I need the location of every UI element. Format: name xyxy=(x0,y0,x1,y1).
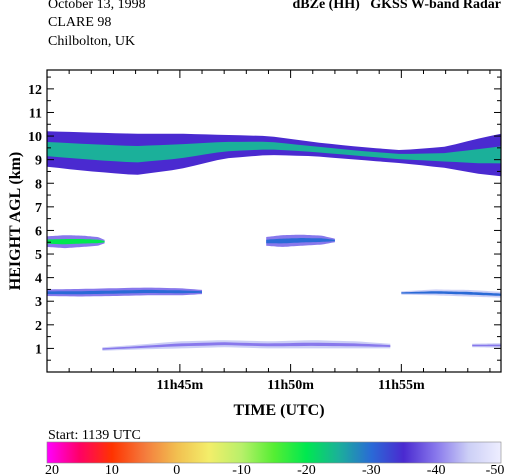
layer-edge xyxy=(47,131,501,177)
x-tick-label: 11h50m xyxy=(267,378,314,393)
x-axis-label: TIME (UTC) xyxy=(233,402,324,419)
colorbar-tick-label: -50 xyxy=(486,463,505,476)
campaign-label: CLARE 98 xyxy=(48,15,112,30)
y-tick-label: 2 xyxy=(35,319,42,334)
y-axis-label: HEIGHT AGL (km) xyxy=(7,152,24,290)
layer-core xyxy=(47,289,202,295)
y-tick-label: 8 xyxy=(35,177,42,192)
layer-core xyxy=(266,238,335,244)
x-tick-label: 11h55m xyxy=(378,378,425,393)
layer-low-2 xyxy=(401,289,501,298)
layer-core xyxy=(401,291,501,296)
layer-low xyxy=(47,287,202,297)
plot-frame xyxy=(46,69,502,373)
layer-core xyxy=(47,239,105,245)
layer-mid xyxy=(47,235,105,249)
colorbar xyxy=(47,442,501,463)
layer-base xyxy=(102,340,391,351)
layer-core xyxy=(472,344,501,347)
y-tick-label: 10 xyxy=(28,130,42,145)
x-tick-label: 11h45m xyxy=(157,378,204,393)
y-tick-label: 3 xyxy=(35,295,42,310)
product-title: dBZe (HH) GKSS W-band Radar xyxy=(293,0,502,13)
date-label: October 13, 1998 xyxy=(48,0,146,12)
y-tick-label: 1 xyxy=(35,342,42,357)
colorbar-tick-label: 10 xyxy=(105,463,119,476)
reflectivity-layers xyxy=(47,131,501,351)
y-tick-label: 12 xyxy=(28,83,42,98)
layer-base-2 xyxy=(472,343,501,348)
layer-upper xyxy=(47,131,501,177)
layer-core xyxy=(47,141,501,164)
y-tick-label: 11 xyxy=(29,106,42,121)
y-tick-label: 5 xyxy=(35,248,42,263)
y-tick-label: 7 xyxy=(35,201,42,216)
y-tick-label: 6 xyxy=(35,224,42,239)
colorbar-tick-label: -30 xyxy=(362,463,381,476)
product-label: dBZe (HH) xyxy=(292,0,360,12)
y-tick-label: 9 xyxy=(35,154,42,169)
colorbar-frame xyxy=(46,441,502,464)
colorbar-tick-label: 0 xyxy=(173,463,180,476)
colorbar-ticks: 20 10 0 -10 -20 -30 -40 -50 xyxy=(45,463,504,476)
layer-mid-2 xyxy=(266,234,335,247)
colorbar-tick-label: -40 xyxy=(427,463,446,476)
start-time-label: Start: 1139 UTC xyxy=(48,428,141,443)
y-tick-label: 4 xyxy=(35,272,42,287)
colorbar-tick-label: 20 xyxy=(45,463,59,476)
colorbar-tick-label: -10 xyxy=(232,463,251,476)
site-label: Chilbolton, UK xyxy=(48,34,136,49)
colorbar-tick-label: -20 xyxy=(297,463,316,476)
layer-core xyxy=(102,342,391,350)
instrument-label: GKSS W-band Radar xyxy=(370,0,501,12)
